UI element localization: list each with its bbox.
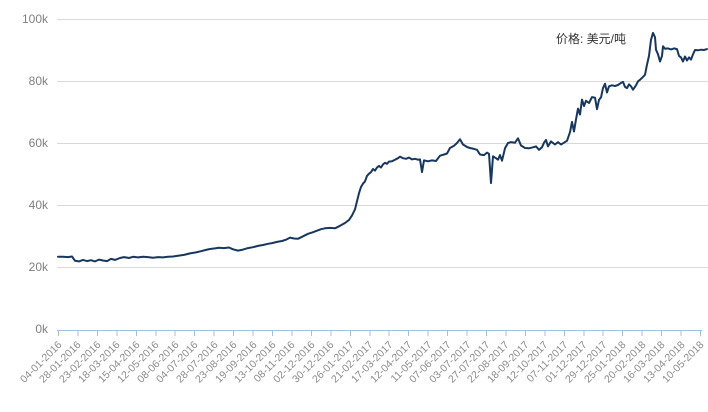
y-tick-label: 60k: [28, 136, 48, 150]
y-tick-label: 80k: [28, 74, 48, 88]
price-line: [57, 31, 708, 263]
y-tick-label: 20k: [28, 260, 48, 274]
y-tick-label: 0k: [35, 322, 48, 336]
y-tick-label: 40k: [28, 198, 48, 212]
unit-annotation: 价格: 美元/吨: [555, 32, 626, 46]
y-tick-label: 100k: [21, 12, 48, 26]
